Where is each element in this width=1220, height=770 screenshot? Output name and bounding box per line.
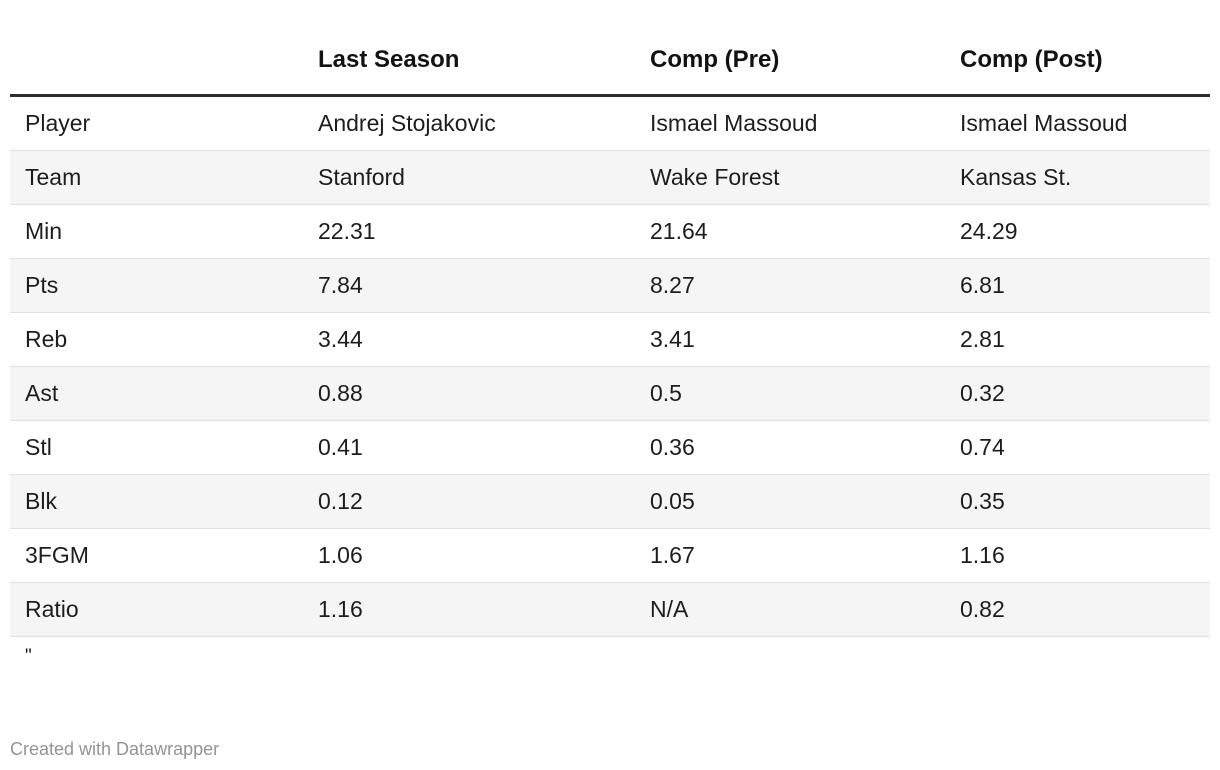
cell-last-season: 0.12 <box>308 474 640 529</box>
cell-last-season: 0.41 <box>308 420 640 475</box>
cell-comp-post: Ismael Massoud <box>950 95 1210 151</box>
row-label: 3FGM <box>10 528 308 583</box>
cell-last-season: 7.84 <box>308 258 640 313</box>
column-header-rowlabels <box>10 0 308 97</box>
datawrapper-attribution-link[interactable]: Created with Datawrapper <box>10 739 220 759</box>
cell-comp-post: 2.81 <box>950 312 1210 367</box>
cell-comp-post: 0.32 <box>950 366 1210 421</box>
table-header: Last Season Comp (Pre) Comp (Post) <box>10 0 1210 97</box>
comparison-table: Last Season Comp (Pre) Comp (Post) Playe… <box>10 0 1210 637</box>
cell-last-season: 0.88 <box>308 366 640 421</box>
table-body: Player Andrej Stojakovic Ismael Massoud … <box>10 95 1210 637</box>
cell-comp-post: 0.35 <box>950 474 1210 529</box>
cell-comp-pre: 1.67 <box>640 528 950 583</box>
cell-last-season: Andrej Stojakovic <box>308 95 640 151</box>
cell-comp-pre: 0.05 <box>640 474 950 529</box>
cell-last-season: 22.31 <box>308 204 640 259</box>
cell-comp-pre: 3.41 <box>640 312 950 367</box>
cell-comp-post: 0.74 <box>950 420 1210 475</box>
row-label: Reb <box>10 312 308 367</box>
table-row: Ast 0.88 0.5 0.32 <box>10 366 1210 421</box>
table-row: Team Stanford Wake Forest Kansas St. <box>10 150 1210 205</box>
cell-comp-pre: Wake Forest <box>640 150 950 205</box>
cell-comp-pre: Ismael Massoud <box>640 95 950 151</box>
comparison-table-container: Last Season Comp (Pre) Comp (Post) Playe… <box>10 0 1210 668</box>
cell-comp-post: Kansas St. <box>950 150 1210 205</box>
column-header-comp-post: Comp (Post) <box>950 0 1210 97</box>
row-label: Ratio <box>10 582 308 637</box>
cell-comp-pre: 0.36 <box>640 420 950 475</box>
cell-comp-post: 1.16 <box>950 528 1210 583</box>
table-row: Reb 3.44 3.41 2.81 <box>10 312 1210 367</box>
cell-last-season: 1.06 <box>308 528 640 583</box>
column-header-comp-pre: Comp (Pre) <box>640 0 950 97</box>
cell-comp-pre: 0.5 <box>640 366 950 421</box>
table-row: Player Andrej Stojakovic Ismael Massoud … <box>10 95 1210 151</box>
row-label: Blk <box>10 474 308 529</box>
table-row: Blk 0.12 0.05 0.35 <box>10 474 1210 529</box>
cell-comp-post: 0.82 <box>950 582 1210 637</box>
table-row: Stl 0.41 0.36 0.74 <box>10 420 1210 475</box>
table-row: Pts 7.84 8.27 6.81 <box>10 258 1210 313</box>
table-row: Ratio 1.16 N/A 0.82 <box>10 582 1210 637</box>
table-row: 3FGM 1.06 1.67 1.16 <box>10 528 1210 583</box>
cell-comp-post: 6.81 <box>950 258 1210 313</box>
row-label: Player <box>10 95 308 151</box>
row-label: Pts <box>10 258 308 313</box>
column-header-last-season: Last Season <box>308 0 640 97</box>
cell-last-season: 3.44 <box>308 312 640 367</box>
row-label: Ast <box>10 366 308 421</box>
cell-comp-pre: 8.27 <box>640 258 950 313</box>
table-note: " <box>25 646 32 667</box>
cell-last-season: 1.16 <box>308 582 640 637</box>
header-row: Last Season Comp (Pre) Comp (Post) <box>10 0 1210 97</box>
row-label: Team <box>10 150 308 205</box>
cell-last-season: Stanford <box>308 150 640 205</box>
row-label: Stl <box>10 420 308 475</box>
cell-comp-post: 24.29 <box>950 204 1210 259</box>
table-row: Min 22.31 21.64 24.29 <box>10 204 1210 259</box>
row-label: Min <box>10 204 308 259</box>
cell-comp-pre: N/A <box>640 582 950 637</box>
cell-comp-pre: 21.64 <box>640 204 950 259</box>
